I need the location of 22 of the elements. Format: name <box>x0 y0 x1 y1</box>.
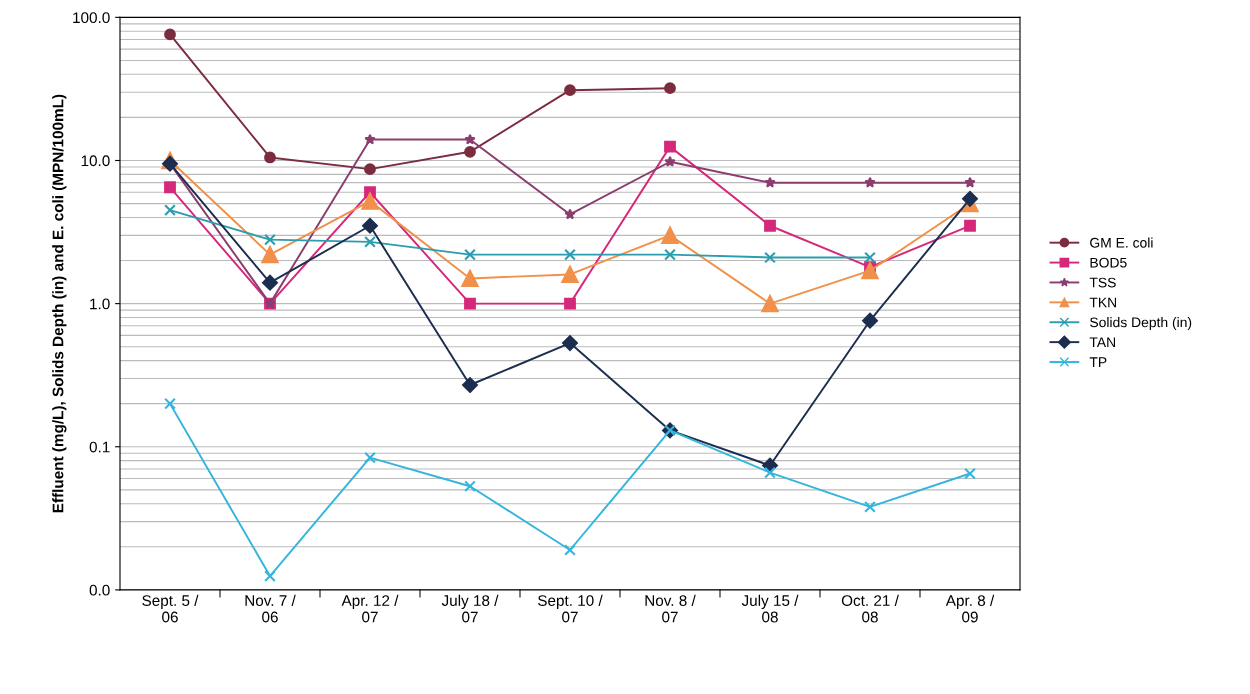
y-tick-label: 100.0 <box>73 12 110 24</box>
y-tick-label: 0.1 <box>89 441 110 453</box>
x-tick-label: Nov. 7 / 06 <box>245 594 296 623</box>
x-tick-label: Sept. 5 / 06 <box>142 594 199 623</box>
legend-label: TKN <box>1089 297 1117 308</box>
x-tick-label: July 15 / 08 <box>741 594 799 623</box>
x-tick-label: July 18 / 07 <box>441 594 499 623</box>
legend-label: TSS <box>1089 277 1116 288</box>
y-axis-title: Effluent (mg/L), Solids Depth (in) and E. coli (MPN/100mL) <box>52 94 67 513</box>
y-tick-label: 1.0 <box>90 298 110 310</box>
x-tick-label: Sept. 10 / 07 <box>538 594 603 623</box>
x-tick-label: Apr. 12 / 07 <box>341 594 399 623</box>
legend-label: GM E. coli <box>1090 237 1153 248</box>
legend-label: TAN <box>1089 337 1116 347</box>
y-tick-label: 0.0 <box>89 584 110 596</box>
y-tick-label: 10.0 <box>81 155 110 167</box>
x-tick-label: Oct. 21 / 08 <box>841 594 899 623</box>
legend-label: BOD5 <box>1090 257 1127 268</box>
legend-label: Solids Depth (in) <box>1090 317 1192 330</box>
legend-label: TP <box>1089 357 1107 367</box>
x-tick-label: Nov. 8 / 07 <box>645 594 696 623</box>
x-tick-label: Apr. 8 / 09 <box>945 594 995 623</box>
